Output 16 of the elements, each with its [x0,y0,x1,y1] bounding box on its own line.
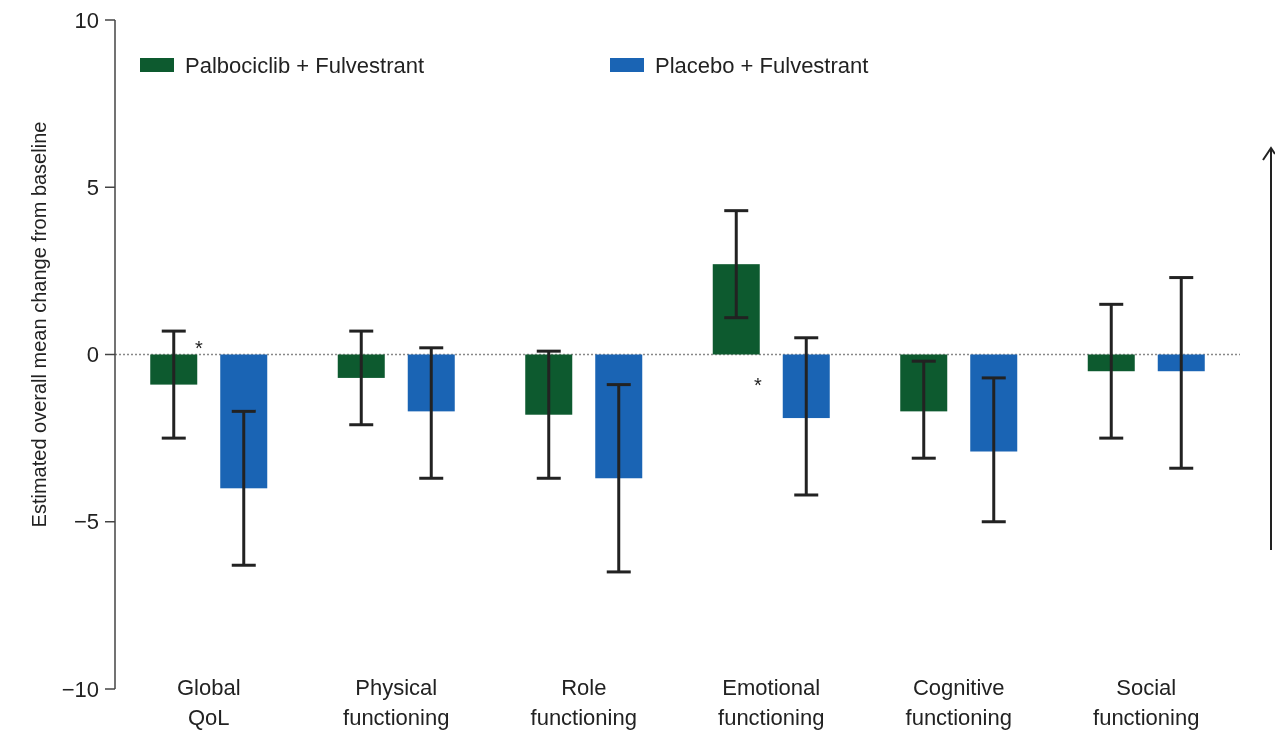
legend-label: Placebo + Fulvestrant [655,52,869,78]
x-tick-label: Physical functioning [343,675,450,730]
annotation: * [195,337,204,359]
y-tick-label: −5 [73,509,99,535]
y-tick-label: 5 [86,174,99,200]
annotation: * [754,374,763,396]
legend-label: Palbociclib + Fulvestrant [185,52,425,78]
x-tick-label: Role functioning [530,675,637,730]
y-tick-label: −10 [61,676,99,702]
x-tick-label: Emotional functioning [718,675,825,730]
x-tick-label: Cognitive functioning [905,675,1012,730]
x-tick-label: Global QoL [176,675,241,730]
x-tick-label: Social functioning [1093,675,1200,730]
y-tick-label: 10 [74,7,99,33]
y-axis-title: Estimated overall mean change from baseline [28,121,50,528]
y-tick-label: 0 [86,342,99,368]
